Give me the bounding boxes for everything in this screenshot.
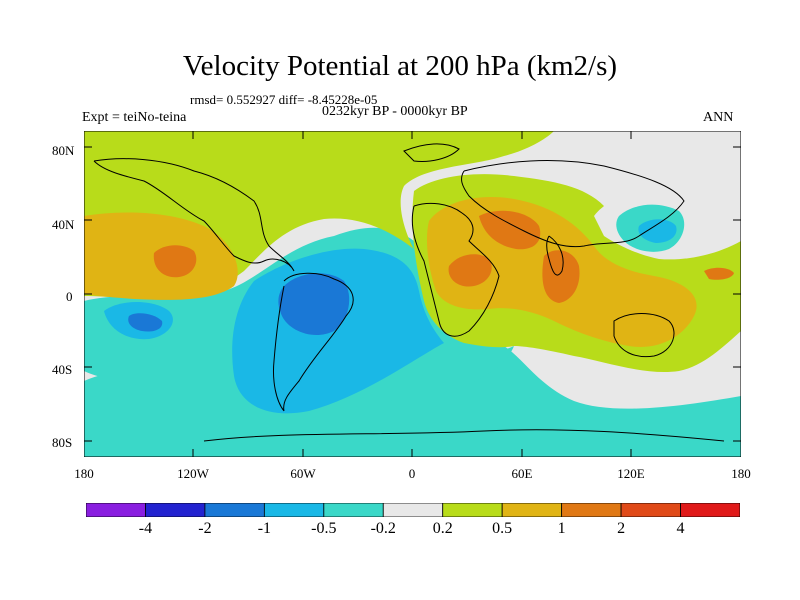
colorbar-label: 4 (676, 520, 685, 537)
colorbar-label: -0.5 (311, 520, 337, 537)
field-cyan-japan (638, 219, 677, 243)
xtick-180e: 180 (731, 466, 751, 481)
field-blue-pacific (128, 313, 163, 332)
colorbar-label: 0.2 (432, 520, 453, 537)
colorbar-cell (204, 503, 265, 517)
ytick-40n: 40N (52, 217, 75, 232)
chart-title: Velocity Potential at 200 hPa (km2/s) (182, 50, 618, 82)
colorbar-label: -1 (257, 520, 272, 537)
season-text: ANN (703, 110, 734, 125)
experiment-text: Expt = teiNo-teina (82, 110, 187, 125)
xtick-60w: 60W (290, 466, 316, 481)
stats-text: rmsd= 0.552927 diff= -8.45228e-05 (190, 92, 378, 107)
field-orange-india (542, 250, 580, 303)
colorbar-cell (561, 503, 622, 517)
colorbar-label: 0.5 (492, 520, 513, 537)
field-orange-npacific (153, 245, 197, 278)
colorbar-label: -4 (138, 520, 153, 537)
xtick-60e: 60E (511, 466, 533, 481)
colorbar-cell (323, 503, 384, 517)
colorbar-cell (680, 503, 740, 517)
ytick-0: 0 (66, 289, 73, 304)
colorbar-cell (145, 503, 206, 517)
xtick-180w: 180 (74, 466, 94, 481)
xtick-120e: 120E (617, 466, 645, 481)
colorbar-cell (442, 503, 503, 517)
colorbar-cell (263, 503, 325, 517)
velocity-potential-map (84, 131, 741, 457)
coastlines (93, 143, 725, 442)
xtick-0: 0 (408, 466, 416, 481)
field-orange-arabia (448, 254, 492, 287)
colorbar-label: -2 (198, 520, 212, 537)
colorbar-label: -0.2 (370, 520, 396, 537)
colorbar-cell (86, 503, 146, 517)
ytick-80s: 80S (52, 435, 73, 450)
colorbar-label: 1 (557, 520, 566, 537)
colorbar-cell (501, 503, 563, 517)
field-blue-brazil (278, 273, 350, 336)
period-text: 0232kyr BP - 0000kyr BP (322, 104, 468, 119)
colorbar (86, 503, 740, 517)
colorbar-cell (620, 503, 681, 517)
colorbar-cell (382, 503, 444, 517)
ytick-80n: 80N (52, 143, 75, 158)
colorbar-label: 2 (617, 520, 626, 537)
field-orange-middle-east (479, 210, 541, 250)
field-orange-wpacific (704, 267, 734, 280)
xtick-120w: 120W (177, 466, 209, 481)
ytick-40s: 40S (52, 362, 73, 377)
